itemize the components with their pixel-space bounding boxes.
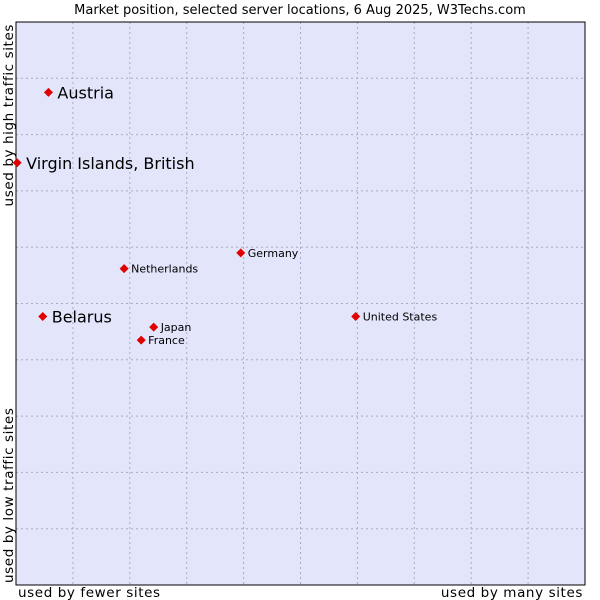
plot-frame bbox=[15, 21, 586, 586]
data-point-france: France bbox=[136, 334, 185, 347]
chart-title: Market position, selected server locatio… bbox=[74, 3, 526, 18]
point-label: Belarus bbox=[52, 307, 112, 326]
point-label: Germany bbox=[248, 247, 299, 260]
data-points: Austria Virgin Islands, British Germany Net… bbox=[12, 83, 437, 347]
y-axis-bottom-label: used by low traffic sites bbox=[1, 408, 17, 583]
x-axis-left-label: used by fewer sites bbox=[18, 585, 161, 600]
data-point-austria: Austria bbox=[43, 83, 114, 102]
point-marker bbox=[43, 87, 53, 97]
data-point-japan: Japan bbox=[149, 321, 191, 334]
data-point-germany: Germany bbox=[236, 247, 299, 260]
x-axis-right-label: used by many sites bbox=[441, 585, 583, 600]
grid-lines bbox=[16, 22, 585, 585]
point-marker bbox=[119, 264, 129, 274]
data-point-belarus: Belarus bbox=[38, 307, 112, 326]
point-label: United States bbox=[363, 310, 438, 323]
point-label: Austria bbox=[57, 83, 114, 102]
data-point-united-states: United States bbox=[351, 310, 437, 323]
point-label: France bbox=[148, 334, 185, 347]
data-point-netherlands: Netherlands bbox=[119, 263, 198, 276]
point-marker bbox=[236, 248, 246, 258]
point-marker bbox=[136, 335, 146, 345]
y-axis-top-label: used by high traffic sites bbox=[1, 24, 17, 206]
point-label: Netherlands bbox=[131, 263, 198, 276]
point-marker bbox=[351, 311, 361, 321]
point-marker bbox=[38, 311, 48, 321]
point-label: Japan bbox=[160, 321, 192, 334]
data-point-virgin-islands-british: Virgin Islands, British bbox=[12, 154, 195, 173]
point-marker bbox=[149, 322, 159, 332]
point-marker bbox=[12, 158, 22, 168]
point-label: Virgin Islands, British bbox=[26, 154, 194, 173]
